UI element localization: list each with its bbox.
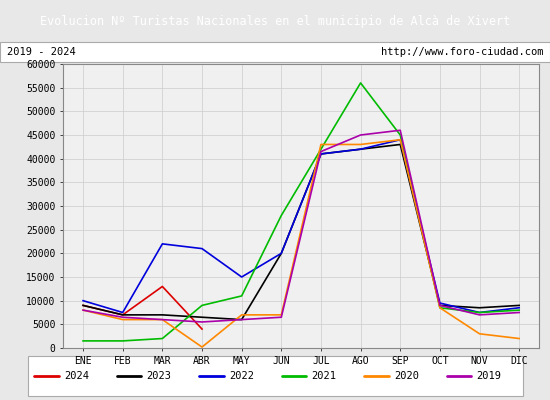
Text: 2019: 2019 — [476, 371, 501, 381]
Text: 2021: 2021 — [311, 371, 336, 381]
Text: 2020: 2020 — [394, 371, 419, 381]
Text: 2022: 2022 — [229, 371, 254, 381]
Text: 2019 - 2024: 2019 - 2024 — [7, 47, 75, 57]
Text: 2023: 2023 — [146, 371, 171, 381]
Text: 2024: 2024 — [64, 371, 89, 381]
Text: http://www.foro-ciudad.com: http://www.foro-ciudad.com — [381, 47, 543, 57]
Text: Evolucion Nº Turistas Nacionales en el municipio de Alcà de Xivert: Evolucion Nº Turistas Nacionales en el m… — [40, 15, 510, 28]
